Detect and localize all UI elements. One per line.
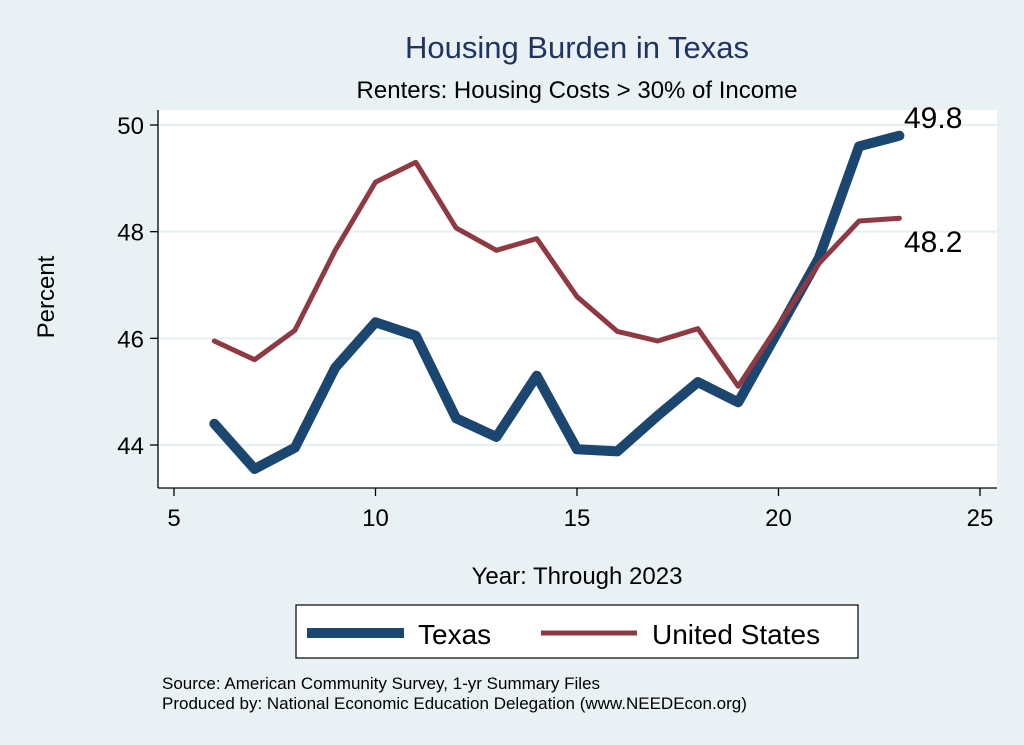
plot-area: 44 46 48 50 5 10 15 20 25 49.8 48.2: [117, 102, 997, 532]
series-lines: [209, 130, 905, 474]
end-label-united-states: 48.2: [904, 226, 962, 259]
x-tick-label-15: 15: [564, 505, 591, 532]
chart-title: Housing Burden in Texas: [405, 30, 749, 65]
x-tick-label-25: 25: [967, 505, 994, 532]
x-tick-label-5: 5: [167, 505, 180, 532]
y-tick-label-50: 50: [117, 113, 144, 140]
legend-label-united-states: United States: [652, 619, 820, 650]
chart-subtitle: Renters: Housing Costs > 30% of Income: [357, 77, 798, 104]
source-note: Source: American Community Survey, 1-yr …: [162, 674, 600, 693]
x-axis-ticks: 5 10 15 20 25: [167, 488, 993, 532]
x-tick-label-20: 20: [765, 505, 792, 532]
producer-note: Produced by: National Economic Education…: [162, 694, 747, 713]
series-line-united-states: [211, 159, 902, 389]
y-axis-title: Percent: [33, 255, 60, 338]
x-axis-title: Year: Through 2023: [472, 563, 683, 590]
end-labels: 49.8 48.2: [904, 102, 962, 259]
y-tick-label-46: 46: [117, 326, 144, 353]
y-axis-ticks: 44 46 48 50: [117, 113, 158, 460]
legend: Texas United States: [295, 604, 859, 659]
x-tick-label-10: 10: [362, 505, 389, 532]
legend-label-texas: Texas: [418, 619, 491, 650]
y-tick-label-44: 44: [117, 433, 144, 460]
end-label-texas: 49.8: [904, 102, 962, 135]
y-tick-label-48: 48: [117, 220, 144, 247]
